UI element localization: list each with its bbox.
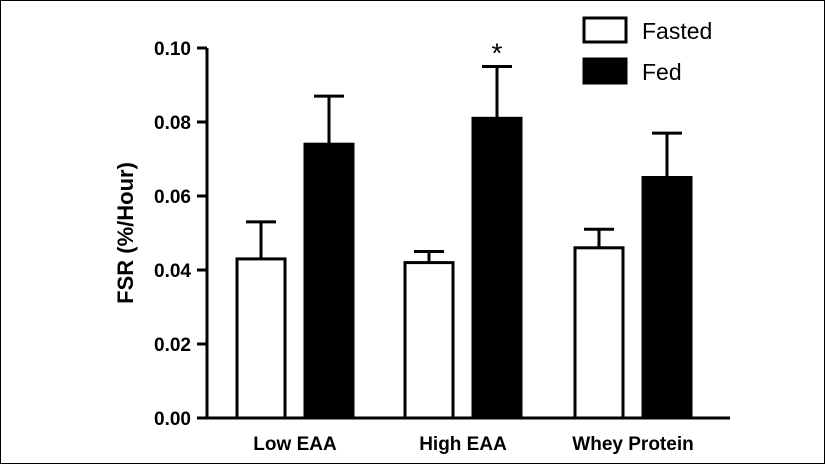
x-category-label: High EAA bbox=[419, 434, 507, 455]
y-tick-label: 0.04 bbox=[154, 261, 191, 282]
bar-fed bbox=[303, 142, 355, 420]
bar-fed bbox=[641, 176, 693, 420]
legend-swatch-fasted bbox=[582, 16, 628, 44]
x-category-label: Low EAA bbox=[253, 434, 337, 455]
bar-fasted bbox=[235, 257, 287, 420]
legend-label: Fasted bbox=[642, 18, 712, 44]
y-tick-label: 0.08 bbox=[154, 113, 191, 134]
bar-fed bbox=[471, 116, 523, 420]
x-category-label: Whey Protein bbox=[572, 434, 693, 455]
y-tick-label: 0.06 bbox=[154, 187, 191, 208]
y-tick-label: 0.10 bbox=[154, 39, 191, 60]
legend-swatch-fed bbox=[582, 57, 628, 85]
legend-label: Fed bbox=[642, 59, 682, 85]
significance-marker: * bbox=[492, 38, 503, 69]
y-axis-title: FSR (%/Hour) bbox=[113, 162, 138, 304]
y-tick-label: 0.02 bbox=[154, 335, 191, 356]
y-tick-label: 0.00 bbox=[154, 409, 191, 430]
bar-fasted bbox=[403, 261, 455, 420]
bar-fasted bbox=[573, 246, 625, 420]
